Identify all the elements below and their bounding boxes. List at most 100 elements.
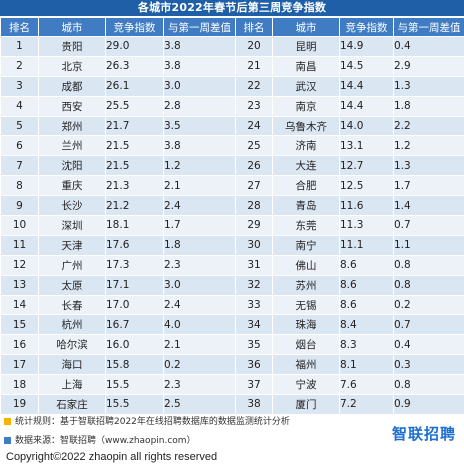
cell-city: 北京 xyxy=(38,55,106,77)
cell-city-right: 南宁 xyxy=(272,234,340,256)
cell-rank-right: 35 xyxy=(235,334,273,356)
cell-rank: 13 xyxy=(0,274,39,296)
cell-rank: 2 xyxy=(0,55,39,77)
cell-rank: 6 xyxy=(0,135,39,157)
cell-city-right: 合肥 xyxy=(272,175,340,197)
cell-index-right: 14.0 xyxy=(339,115,394,137)
cell-rank-right: 21 xyxy=(235,55,273,77)
cell-city: 深圳 xyxy=(38,215,106,236)
cell-index: 26.1 xyxy=(105,75,164,97)
cell-city-right: 厦门 xyxy=(272,394,340,415)
cell-rank: 4 xyxy=(0,95,39,117)
cell-index: 15.5 xyxy=(105,374,164,396)
cell-city-right: 宁波 xyxy=(272,374,340,396)
cell-diff-right: 0.8 xyxy=(393,274,464,296)
cell-index-right: 14.9 xyxy=(339,36,394,57)
cell-diff: 1.7 xyxy=(163,215,236,236)
cell-rank: 11 xyxy=(0,234,39,256)
header-diff: 与第一周差值 xyxy=(163,17,236,37)
cell-diff: 3.8 xyxy=(163,36,236,57)
cell-rank: 7 xyxy=(0,155,39,177)
cell-index-right: 14.5 xyxy=(339,55,394,77)
cell-index: 17.1 xyxy=(105,274,164,296)
cell-city: 天津 xyxy=(38,234,106,256)
copyright-text: Copyright©2022 zhaopin all rights reserv… xyxy=(6,451,218,463)
cell-rank: 19 xyxy=(0,394,39,415)
cell-index-right: 8.6 xyxy=(339,294,394,316)
table-row: 5 郑州 21.7 3.5 24 乌鲁木齐 14.0 2.2 xyxy=(0,115,464,137)
cell-rank: 10 xyxy=(0,215,39,236)
cell-diff: 3.0 xyxy=(163,75,236,97)
cell-city: 长沙 xyxy=(38,195,106,217)
cell-rank-right: 31 xyxy=(235,254,273,276)
cell-index: 29.0 xyxy=(105,36,164,57)
table-row: 8 重庆 21.3 2.1 27 合肥 12.5 1.7 xyxy=(0,175,464,197)
cell-rank: 8 xyxy=(0,175,39,197)
cell-city: 西安 xyxy=(38,95,106,117)
cell-rank: 12 xyxy=(0,254,39,276)
cell-index-right: 13.1 xyxy=(339,135,394,157)
brand-logo: 智联招聘 xyxy=(391,425,456,443)
cell-city: 长春 xyxy=(38,294,106,316)
cell-index-right: 7.6 xyxy=(339,374,394,396)
cell-city: 成都 xyxy=(38,75,106,97)
cell-city-right: 南京 xyxy=(272,95,340,117)
cell-rank-right: 22 xyxy=(235,75,273,97)
cell-index: 21.2 xyxy=(105,195,164,217)
table-row: 10 深圳 18.1 1.7 29 东莞 11.3 0.7 xyxy=(0,215,464,236)
cell-city: 兰州 xyxy=(38,135,106,157)
cell-index: 21.3 xyxy=(105,175,164,197)
cell-diff: 2.8 xyxy=(163,95,236,117)
table-row: 9 长沙 21.2 2.4 28 青岛 11.6 1.4 xyxy=(0,195,464,217)
cell-rank: 9 xyxy=(0,195,39,217)
cell-diff: 2.4 xyxy=(163,195,236,217)
cell-index: 21.5 xyxy=(105,155,164,177)
cell-city: 广州 xyxy=(38,254,106,276)
cell-index-right: 8.4 xyxy=(339,314,394,336)
cell-diff-right: 0.7 xyxy=(393,314,464,336)
cell-diff-right: 2.2 xyxy=(393,115,464,137)
cell-rank-right: 29 xyxy=(235,215,273,236)
header-city: 城市 xyxy=(38,17,106,37)
cell-rank-right: 33 xyxy=(235,294,273,316)
cell-rank-right: 34 xyxy=(235,314,273,336)
cell-city: 上海 xyxy=(38,374,106,396)
cell-diff: 2.4 xyxy=(163,294,236,316)
cell-index-right: 7.2 xyxy=(339,394,394,415)
table-row: 13 太原 17.1 3.0 32 苏州 8.6 0.8 xyxy=(0,274,464,296)
table-row: 12 广州 17.3 2.3 31 佛山 8.6 0.8 xyxy=(0,254,464,276)
cell-index-right: 12.5 xyxy=(339,175,394,197)
cell-diff-right: 1.1 xyxy=(393,234,464,256)
cell-rank: 3 xyxy=(0,75,39,97)
cell-diff-right: 1.3 xyxy=(393,155,464,177)
cell-city: 郑州 xyxy=(38,115,106,137)
header-diff-right: 与第一周差值 xyxy=(393,17,464,37)
table-row: 19 石家庄 15.5 2.5 38 厦门 7.2 0.9 xyxy=(0,394,464,415)
cell-index: 26.3 xyxy=(105,55,164,77)
cell-diff: 1.2 xyxy=(163,155,236,177)
header-row: 排名 城市 竞争指数 与第一周差值 排名 城市 竞争指数 与第一周差值 xyxy=(0,17,464,37)
table-body: 1 贵阳 29.0 3.8 20 昆明 14.9 0.4 2 北京 26.3 3.8 21 南昌 14.5 2… xyxy=(0,36,464,415)
cell-diff-right: 0.8 xyxy=(393,374,464,396)
table-row: 4 西安 25.5 2.8 23 南京 14.4 1.8 xyxy=(0,95,464,117)
table-row: 15 杭州 16.7 4.0 34 珠海 8.4 0.7 xyxy=(0,314,464,336)
cell-diff-right: 0.2 xyxy=(393,294,464,316)
header-rank: 排名 xyxy=(0,17,39,37)
table-row: 18 上海 15.5 2.3 37 宁波 7.6 0.8 xyxy=(0,374,464,396)
cell-index: 21.7 xyxy=(105,115,164,137)
cell-city-right: 烟台 xyxy=(272,334,340,356)
cell-index-right: 11.1 xyxy=(339,234,394,256)
cell-rank-right: 26 xyxy=(235,155,273,177)
cell-city: 杭州 xyxy=(38,314,106,336)
cell-city-right: 济南 xyxy=(272,135,340,157)
cell-diff: 2.1 xyxy=(163,175,236,197)
cell-diff: 2.3 xyxy=(163,374,236,396)
cell-city-right: 珠海 xyxy=(272,314,340,336)
cell-city-right: 武汉 xyxy=(272,75,340,97)
cell-city-right: 苏州 xyxy=(272,274,340,296)
method-note-text: 统计规则：基于智联招聘2022年在线招聘数据库的数据监测统计分析 xyxy=(15,417,290,427)
cell-index: 21.5 xyxy=(105,135,164,157)
cell-index-right: 14.4 xyxy=(339,75,394,97)
cell-index-right: 8.6 xyxy=(339,274,394,296)
